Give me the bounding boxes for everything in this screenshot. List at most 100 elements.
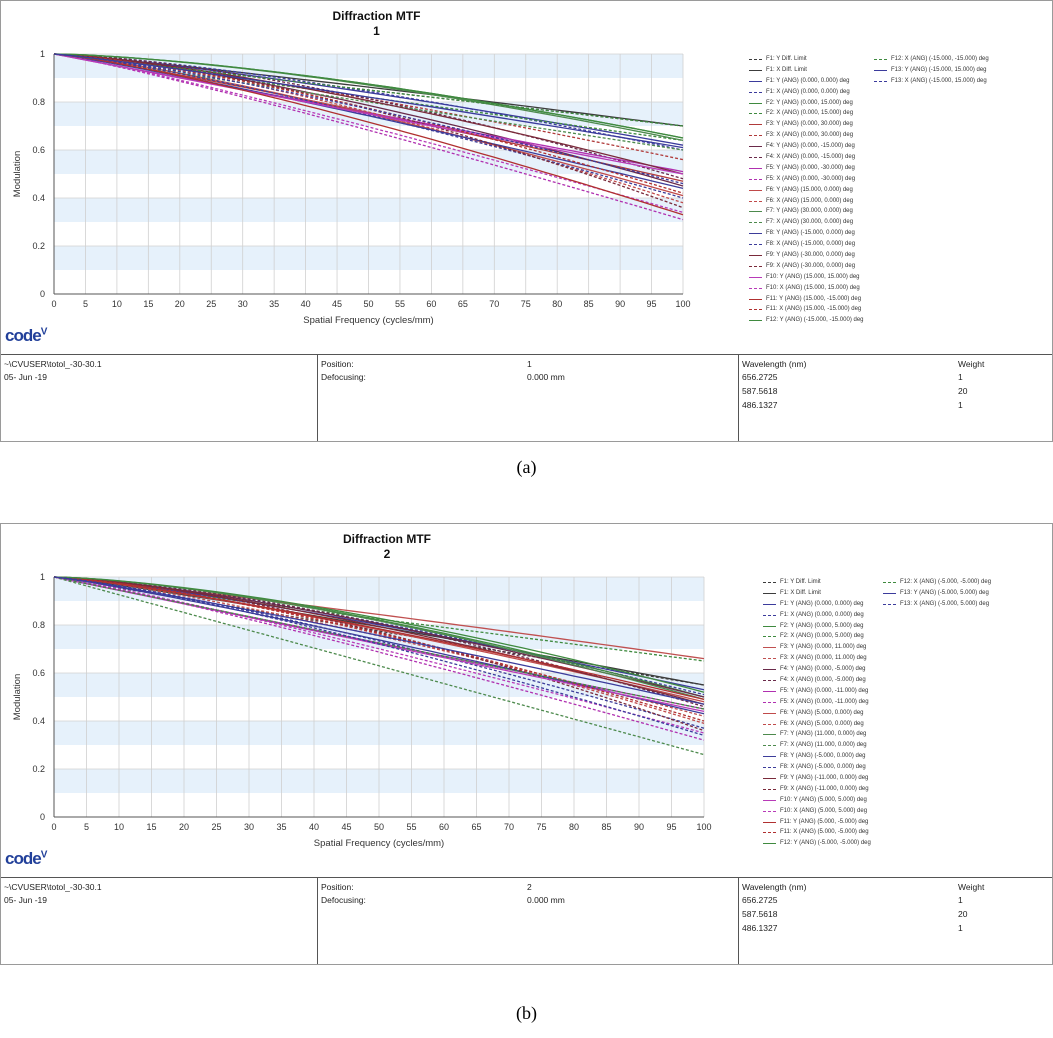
x-tick-label: 55 (395, 299, 405, 309)
x-tick-label: 5 (83, 299, 88, 309)
series-line (53, 53, 684, 139)
legend-label: F7: Y (ANG) (30.000, 0.000) deg (766, 208, 853, 215)
chart-title: Diffraction MTF (333, 9, 421, 23)
legend-swatch (749, 178, 762, 180)
legend-entry: F8: X (ANG) (-15.000, 0.000) deg (749, 239, 864, 250)
weight-value: 20 (958, 909, 968, 919)
legend-label: F7: X (ANG) (11.000, 0.000) deg (780, 742, 867, 749)
series-line (53, 53, 684, 185)
legend-label: F10: Y (ANG) (5.000, 5.000) deg (780, 796, 867, 803)
legend-swatch (749, 222, 762, 224)
series-line (53, 53, 684, 216)
legend-entry: F7: Y (ANG) (30.000, 0.000) deg (749, 206, 864, 217)
legend-label: F12: Y (ANG) (-15.000, -15.000) deg (766, 317, 864, 324)
wavelength-cell: Wavelength (nm) Weight 656.2725 1 587.56… (738, 878, 1053, 964)
legend-entry: F10: Y (ANG) (5.000, 5.000) deg (763, 795, 871, 806)
legend-label: F3: Y (ANG) (0.000, 30.000) deg (766, 121, 853, 128)
legend-entry: F1: X Diff. Limit (763, 588, 871, 599)
x-tick-label: 55 (406, 822, 416, 832)
series-line (53, 576, 705, 693)
legend-swatch (749, 113, 762, 115)
legend-swatch (749, 80, 762, 82)
legend-entry: F1: Y Diff. Limit (763, 577, 871, 588)
legend-entry: F1: X Diff. Limit (749, 65, 864, 76)
legend-label: F3: X (ANG) (0.000, 30.000) deg (766, 132, 854, 139)
legend-entry: F2: Y (ANG) (0.000, 5.000) deg (763, 621, 871, 632)
legend-swatch (749, 124, 762, 126)
series-line (53, 53, 684, 175)
legend-label: F1: Y (ANG) (0.000, 0.000) deg (766, 77, 850, 84)
legend-swatch (749, 167, 762, 169)
x-tick-label: 80 (569, 822, 579, 832)
series-line (53, 576, 705, 729)
position-value: 2 (527, 882, 532, 892)
legend-label: F1: Y Diff. Limit (780, 579, 821, 585)
wavelength-cell: Wavelength (nm) Weight 656.2725 1 587.56… (738, 355, 1053, 441)
legend-entry: F8: Y (ANG) (-5.000, 0.000) deg (763, 751, 871, 762)
weight-value: 1 (958, 895, 963, 905)
legend-entry: F6: Y (ANG) (5.000, 0.000) deg (763, 708, 871, 719)
legend-swatch (763, 592, 776, 594)
legend-label: F6: X (ANG) (5.000, 0.000) deg (780, 720, 864, 727)
series-line (53, 576, 705, 705)
legend-swatch (749, 244, 762, 246)
legend-label: F10: X (ANG) (15.000, 15.000) deg (766, 284, 860, 291)
legend-label: F5: Y (ANG) (0.000, -11.000) deg (780, 687, 869, 694)
legend-label: F10: Y (ANG) (15.000, 15.000) deg (766, 273, 860, 280)
legend-entry: F13: X (ANG) (-15.000, 15.000) deg (874, 76, 989, 87)
y-tick-label: 0.8 (32, 620, 45, 630)
position-value: 1 (527, 359, 532, 369)
legend-column: F1: Y Diff. Limit F1: X Diff. Limit F1: Y … (763, 577, 871, 849)
legend-entry: F11: Y (ANG) (5.000, -5.000) deg (763, 817, 871, 828)
legend-label: F11: X (ANG) (5.000, -5.000) deg (780, 829, 869, 836)
legend-swatch (883, 603, 896, 605)
legend-label: F1: X (ANG) (0.000, 0.000) deg (780, 611, 864, 618)
chart-title: Diffraction MTF (343, 532, 431, 546)
x-tick-label: 15 (143, 299, 153, 309)
legend-label: F4: X (ANG) (0.000, -5.000) deg (780, 677, 866, 684)
legend-swatch (874, 58, 887, 60)
series-line (53, 576, 705, 691)
legend-label: F5: Y (ANG) (0.000, -30.000) deg (766, 164, 855, 171)
legend-label: F13: Y (ANG) (-5.000, 5.000) deg (900, 589, 989, 596)
x-tick-label: 0 (51, 822, 56, 832)
legend-column: F12: X (ANG) (-5.000, -5.000) deg F13: Y … (883, 577, 991, 610)
series-line (53, 53, 684, 199)
legend-swatch (763, 756, 776, 758)
legend-entry: F5: Y (ANG) (0.000, -30.000) deg (749, 163, 864, 174)
legend-entry: F4: X (ANG) (0.000, -5.000) deg (763, 675, 871, 686)
legend-label: F3: Y (ANG) (0.000, 11.000) deg (780, 644, 867, 651)
x-tick-label: 95 (666, 822, 676, 832)
series-line (53, 53, 684, 214)
legend-swatch (763, 745, 776, 747)
defocusing-value: 0.000 mm (527, 895, 565, 905)
wavelength-value: 587.5618 (742, 386, 778, 396)
position-label: Position: (321, 359, 354, 369)
legend-swatch (749, 69, 762, 71)
legend-entry: F3: X (ANG) (0.000, 11.000) deg (763, 653, 871, 664)
x-tick-label: 80 (552, 299, 562, 309)
x-tick-label: 75 (536, 822, 546, 832)
y-tick-label: 1 (40, 49, 45, 59)
legend-label: F1: X Diff. Limit (766, 66, 807, 73)
legend-label: F6: Y (ANG) (15.000, 0.000) deg (766, 186, 853, 193)
legend-entry: F11: X (ANG) (5.000, -5.000) deg (763, 827, 871, 838)
legend-column: F1: Y Diff. Limit F1: X Diff. Limit F1: Y … (749, 54, 864, 326)
legend-swatch (763, 614, 776, 616)
x-tick-label: 45 (332, 299, 342, 309)
legend-entry: F13: Y (ANG) (-15.000, 15.000) deg (874, 65, 989, 76)
x-tick-label: 40 (309, 822, 319, 832)
legend-label: F2: X (ANG) (0.000, 5.000) deg (780, 633, 864, 640)
series-line (53, 576, 705, 662)
series-line (53, 576, 705, 737)
x-tick-label: 90 (615, 299, 625, 309)
x-axis-label: Spatial Frequency (cycles/mm) (314, 838, 444, 849)
x-tick-label: 0 (51, 299, 56, 309)
x-tick-label: 45 (341, 822, 351, 832)
legend-entry: F12: Y (ANG) (-15.000, -15.000) deg (749, 315, 864, 326)
wavelength-value: 587.5618 (742, 909, 778, 919)
y-tick-label: 0.6 (32, 145, 45, 155)
position-cell: Position: 2 Defocusing: 0.000 mm (317, 878, 739, 964)
series-line (53, 53, 684, 221)
legend-entry: F10: Y (ANG) (15.000, 15.000) deg (749, 272, 864, 283)
